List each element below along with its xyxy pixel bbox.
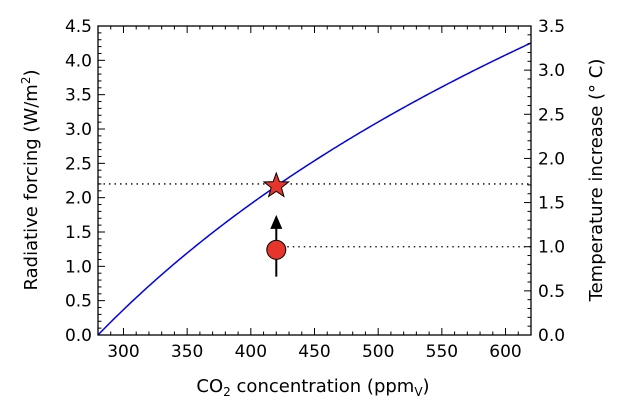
star-marker xyxy=(262,171,291,198)
y-tick-label: 4.0 xyxy=(65,51,92,71)
forcing-curve xyxy=(98,42,531,335)
y-tick-label: 2.0 xyxy=(65,189,92,209)
y-tick-label: 4.5 xyxy=(65,17,92,37)
y-tick-label: 0.0 xyxy=(65,326,92,346)
x-axis-label: CO2 concentration (ppmV) xyxy=(196,376,429,399)
y-tick-label: 3.0 xyxy=(65,120,92,140)
x-tick-label: 300 xyxy=(107,342,139,362)
x-tick-label: 400 xyxy=(235,342,267,362)
y-tick-label: 1.0 xyxy=(65,257,92,277)
circle-marker xyxy=(266,239,287,260)
y2-tick-label: 0.0 xyxy=(538,326,565,346)
x-tick-label: 550 xyxy=(426,342,458,362)
y2-tick-label: 0.5 xyxy=(538,282,565,302)
axes-frame xyxy=(97,25,532,336)
y2-tick-label: 3.5 xyxy=(538,17,565,37)
y2-tick-label: 3.0 xyxy=(538,61,565,81)
y-tick-label: 2.5 xyxy=(65,154,92,174)
y-tick-label: 3.5 xyxy=(65,86,92,106)
tick-layer: 300 350 400 450 500 550 600 0.0 0.5 1.0 1.5 2.0 2.5 3… xyxy=(65,17,565,362)
y2-tick-label: 1.0 xyxy=(538,238,565,258)
plot-area xyxy=(98,42,531,335)
x-tick-label: 450 xyxy=(298,342,330,362)
y-tick-label: 0.5 xyxy=(65,292,92,312)
y2-tick-label: 2.0 xyxy=(538,149,565,169)
y2-axis-label: Temperature increase (° C) xyxy=(586,59,607,303)
y2-tick-label: 1.5 xyxy=(538,194,565,214)
arrow-head xyxy=(270,214,283,229)
x-tick-label: 600 xyxy=(489,342,521,362)
plot-layer xyxy=(98,42,531,335)
x-tick-label: 500 xyxy=(362,342,394,362)
y-tick-label: 1.5 xyxy=(65,223,92,243)
x-tick-label: 350 xyxy=(171,342,203,362)
y-axis-label: Radiative forcing (W/m2) xyxy=(19,69,42,290)
y2-tick-label: 2.5 xyxy=(538,105,565,125)
axes-layer xyxy=(97,25,532,336)
